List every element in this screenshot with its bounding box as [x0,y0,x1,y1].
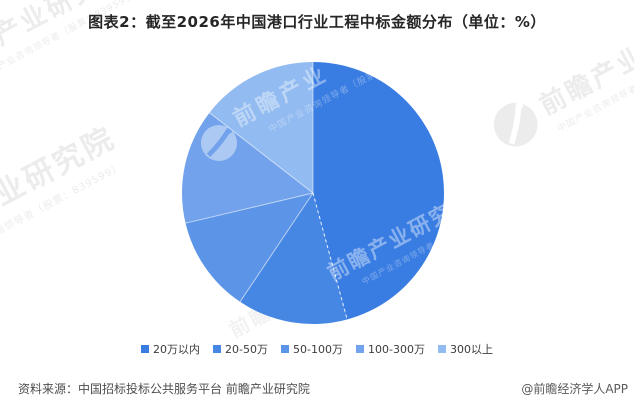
pie-slice-separator [209,112,314,194]
pie-slice[interactable] [313,62,445,320]
pie-slice[interactable] [240,193,348,324]
pie-slice[interactable] [185,193,313,302]
legend-label: 50-100万 [293,343,343,356]
legend-label: 20-50万 [225,343,269,356]
legend-label: 100-300万 [367,343,425,356]
legend-item-3[interactable]: 50-100万 [281,341,343,357]
legend-swatch-icon [141,345,150,353]
legend: 20万以内 20-50万 50-100万 100-300万 300以上 [0,341,634,357]
chart-title: 图表2：截至2026年中国港口行业工程中标金额分布（单位：%） [88,13,546,31]
legend-item-5[interactable]: 300以上 [437,341,493,357]
legend-label: 20万以内 [153,343,201,356]
legend-swatch-icon [213,345,222,353]
pie-slice[interactable] [182,112,313,224]
legend-item-4[interactable]: 100-300万 [355,341,425,357]
legend-swatch-icon [437,345,446,353]
pie-slice-separator [185,192,314,224]
pie-slice-separator [312,192,348,320]
legend-item-2[interactable]: 20-50万 [213,341,268,357]
pie-slice-separator [239,192,314,303]
legend-swatch-icon [355,345,364,353]
legend-label: 300以上 [449,343,493,356]
legend-swatch-icon [281,345,290,353]
pie-slice[interactable] [209,62,313,193]
source-note: 资料来源：中国招标投标公共服务平台 前瞻产业研究院 [18,382,310,396]
credit-note: @前瞻经济学人APP [521,382,628,396]
legend-item-1[interactable]: 20万以内 [141,341,200,357]
